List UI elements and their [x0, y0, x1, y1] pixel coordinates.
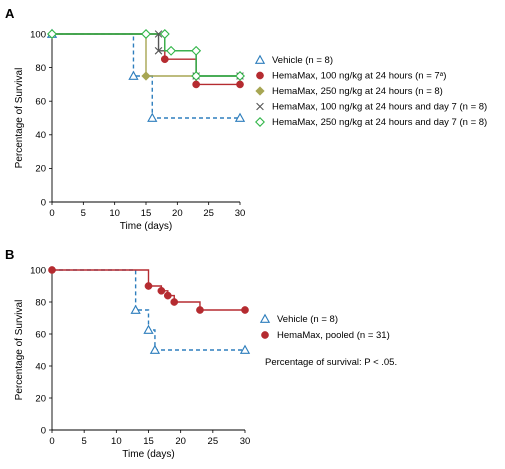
chart-panel-b: B 0 20 40 60 80 100 0 5 10 15 20 25 30 Time (days) Perc…: [5, 247, 397, 460]
x-tick-label: 20: [172, 208, 183, 219]
y-tick-label: 100: [30, 29, 46, 40]
x-tick-label: 5: [81, 208, 86, 219]
x-axis-label: Time (days): [120, 221, 172, 232]
data-point-pooled: [144, 282, 153, 290]
panel-letter: B: [5, 247, 14, 262]
legend-label-vehicle: Vehicle (n = 8): [277, 314, 338, 325]
data-point-vehicle: [128, 70, 139, 80]
significance-annotation: Percentage of survival: P < .05.: [265, 357, 397, 368]
legend-marker-hm250_24: [255, 86, 265, 96]
data-point-hm100_24: [236, 80, 244, 89]
y-tick-label: 0: [41, 197, 46, 208]
data-point-hm250_24_7: [166, 45, 177, 56]
series-line-vehicle: [52, 33, 240, 119]
data-point-vehicle: [147, 112, 158, 122]
x-tick-label: 0: [49, 208, 54, 219]
legend-label-hm250_24_7: HemaMax, 250 ng/kg at 24 hours and day 7…: [272, 117, 487, 128]
y-tick-label: 20: [35, 164, 46, 175]
data-point-hm250_24_7: [191, 45, 202, 56]
panel-letter: A: [5, 6, 15, 21]
data-point-pooled: [241, 306, 249, 314]
legend-marker-vehicle: [254, 54, 266, 64]
x-axis-label: Time (days): [122, 449, 174, 460]
legend-label-vehicle: Vehicle (n = 8): [272, 55, 333, 66]
x-tick-label: 25: [208, 436, 219, 447]
data-point-hm100_24_7: [154, 30, 163, 38]
chart-panel-a: A 0 20 40 60 80 100 0 5 10 15 20 25 30 Time (days) Perc…: [5, 6, 487, 232]
legend-marker-hm100_24_7: [256, 102, 264, 111]
y-tick-label: 20: [35, 393, 46, 404]
x-tick-label: 15: [143, 436, 154, 447]
legend-label-hm100_24: HemaMax, 100 ng/kg at 24 hours (n = 7ᵃ): [272, 71, 446, 82]
data-point-hm250_24: [141, 71, 151, 81]
data-point-pooled: [48, 266, 56, 274]
data-point-hm100_24: [192, 80, 200, 89]
legend-label-hm250_24: HemaMax, 250 ng/kg at 24 hours (n = 8): [272, 86, 443, 97]
data-point-pooled: [196, 306, 204, 314]
y-tick-label: 60: [35, 97, 46, 108]
data-point-hm100_24: [160, 55, 169, 64]
y-tick-label: 60: [35, 329, 46, 340]
legend-label-pooled: HemaMax, pooled (n = 31): [277, 330, 390, 341]
x-tick-label: 10: [111, 436, 122, 447]
x-tick-label: 10: [109, 208, 120, 219]
y-tick-label: 0: [41, 425, 46, 436]
legend-marker-vehicle: [259, 313, 271, 323]
y-tick-label: 40: [35, 130, 46, 141]
data-point-hm100_24_7: [154, 47, 163, 55]
x-tick-label: 15: [141, 208, 152, 219]
x-tick-label: 30: [235, 208, 246, 219]
x-tick-label: 25: [203, 208, 214, 219]
data-point-hm250_24_7: [47, 29, 57, 39]
data-point-pooled: [170, 298, 179, 306]
legend-marker-hm100_24: [256, 71, 264, 80]
x-tick-label: 20: [175, 436, 186, 447]
series-line-hm250_24: [52, 33, 240, 77]
data-point-vehicle: [130, 304, 141, 314]
data-point-hm250_24_7: [191, 71, 202, 81]
y-tick-label: 80: [35, 63, 46, 74]
legend-marker-hm250_24_7: [255, 117, 265, 127]
x-tick-label: 30: [240, 436, 251, 447]
data-point-hm250_24_7: [159, 29, 170, 39]
data-point-vehicle: [234, 112, 246, 122]
x-tick-label: 0: [49, 436, 54, 447]
y-axis-label: Percentage of Survival: [14, 68, 25, 169]
data-point-vehicle: [239, 344, 251, 354]
legend-marker-pooled: [261, 331, 269, 339]
data-point-pooled: [157, 286, 166, 295]
x-tick-label: 5: [82, 436, 87, 447]
data-point-hm250_24_7: [141, 29, 151, 39]
y-tick-label: 40: [35, 361, 46, 372]
data-point-vehicle: [149, 344, 161, 354]
series-line-pooled: [52, 269, 245, 311]
y-tick-label: 80: [35, 297, 46, 308]
y-axis-label: Percentage of Survival: [14, 300, 25, 401]
legend-label-hm100_24_7: HemaMax, 100 ng/kg at 24 hours and day 7…: [272, 102, 487, 113]
data-point-hm250_24_7: [235, 71, 245, 81]
data-point-vehicle: [143, 324, 154, 334]
y-tick-label: 100: [30, 265, 46, 276]
data-point-pooled: [163, 291, 172, 300]
